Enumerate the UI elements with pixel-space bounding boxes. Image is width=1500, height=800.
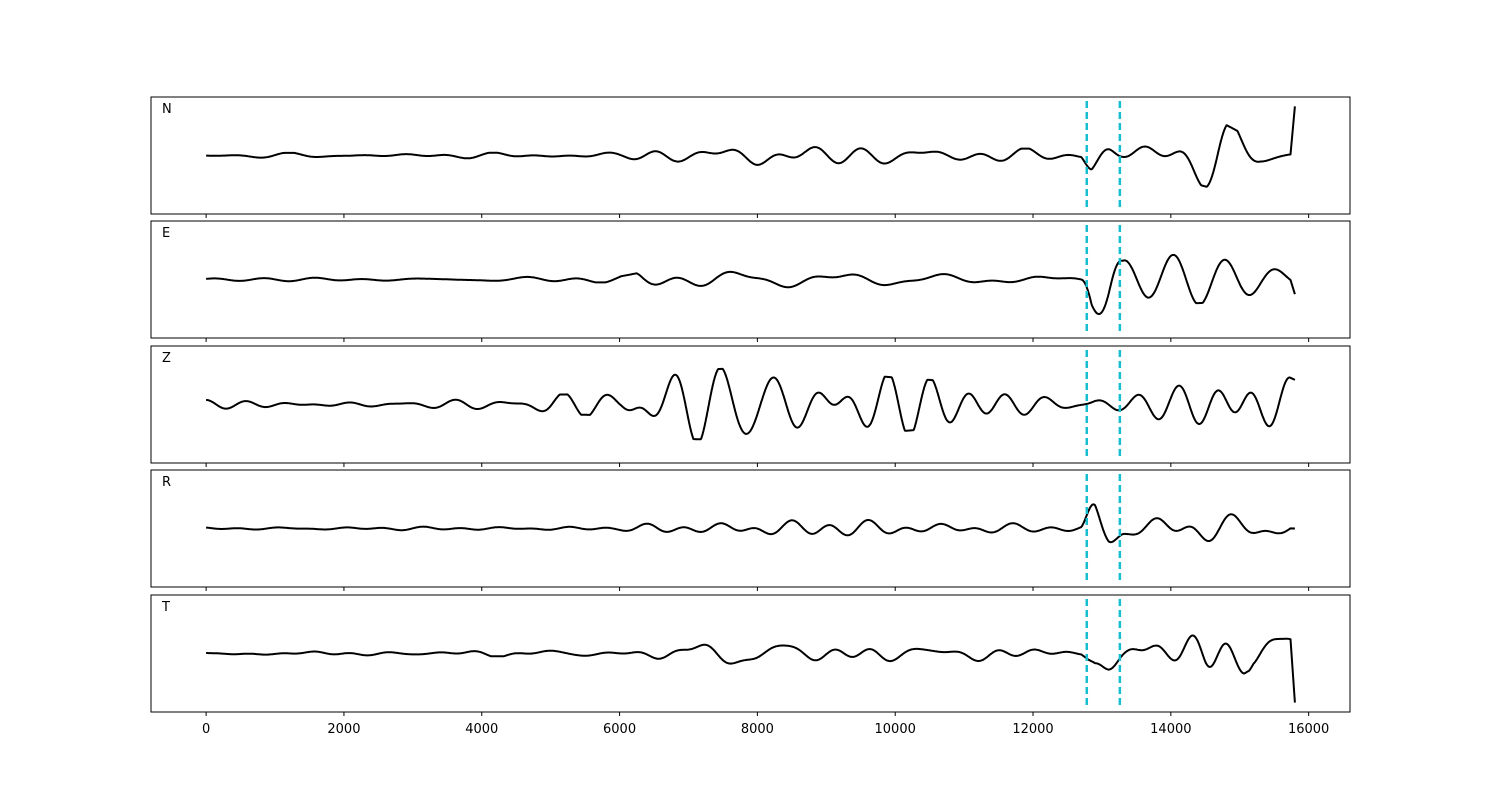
panel-frame xyxy=(150,594,1351,713)
panel-frame xyxy=(150,96,1351,215)
x-tick-label: 14000 xyxy=(1150,722,1191,737)
panel-z: Z xyxy=(150,345,1351,467)
trace-n xyxy=(205,106,1296,188)
x-tick-label: 8000 xyxy=(741,722,774,737)
panel-frame xyxy=(150,345,1351,464)
x-tick-label: 16000 xyxy=(1288,722,1329,737)
panel-label: E xyxy=(162,226,170,241)
trace-t xyxy=(205,634,1296,703)
trace-r xyxy=(205,503,1295,544)
panel-label: N xyxy=(162,102,172,117)
panel-label: T xyxy=(161,600,170,615)
x-tick-label: 0 xyxy=(202,722,210,737)
x-tick-label: 4000 xyxy=(465,722,498,737)
panel-frame xyxy=(150,220,1351,339)
x-tick-label: 6000 xyxy=(603,722,636,737)
x-tick-label: 2000 xyxy=(327,722,360,737)
panel-frame xyxy=(150,469,1351,588)
panel-e: E xyxy=(150,220,1351,342)
panel-r: R xyxy=(150,469,1351,591)
panel-label: Z xyxy=(162,351,171,366)
panel-n: N xyxy=(150,96,1351,218)
panel-t: T xyxy=(150,594,1351,716)
x-axis: 0 2000 4000 6000 8000 10000 12000 14000 16000 xyxy=(202,722,1329,737)
panels: N E Z R T xyxy=(150,96,1351,716)
x-tick-label: 12000 xyxy=(1012,722,1053,737)
trace-z xyxy=(205,367,1296,441)
x-tick-label: 10000 xyxy=(875,722,916,737)
panel-label: R xyxy=(162,475,171,490)
trace-e xyxy=(205,254,1296,315)
